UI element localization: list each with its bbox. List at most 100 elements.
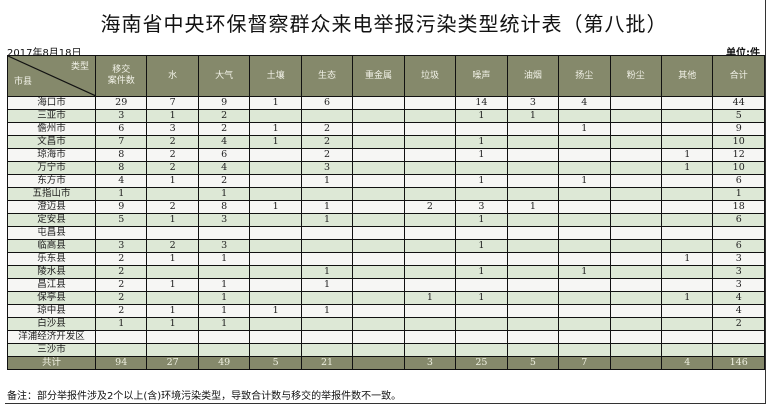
table-cell: 1 — [455, 148, 508, 162]
table-cell — [712, 226, 765, 240]
region-name: 澄迈县 — [7, 200, 96, 214]
table-cell — [403, 96, 457, 110]
table-row: 东方市 4 1 2 1 1 1 6 — [7, 174, 765, 188]
table-cell — [403, 252, 457, 266]
table-row: 琼海市 8 2 6 2 1 1 12 — [7, 148, 765, 162]
table-cell: 1 — [506, 109, 560, 123]
table-cell: 1 — [455, 109, 508, 123]
table-cell — [609, 343, 662, 357]
column-header: 重金属 — [352, 55, 405, 97]
table-cell: 8 — [94, 161, 148, 175]
table-cell — [352, 239, 405, 253]
region-name: 海口市 — [7, 96, 96, 110]
table-cell: 1 — [660, 252, 714, 266]
table-cell: 1 — [558, 122, 611, 136]
table-cell — [352, 148, 405, 162]
table-cell — [352, 343, 405, 357]
table-cell — [506, 161, 560, 175]
table-cell — [506, 330, 560, 344]
table-row: 陵水县 2 1 1 1 3 — [7, 265, 765, 279]
table-cell — [558, 226, 611, 240]
table-cell — [558, 239, 611, 253]
table-cell: 1 — [197, 317, 251, 331]
column-header: 合计 — [712, 55, 765, 97]
table-cell: 4 — [197, 135, 251, 149]
table-cell: 3 — [146, 122, 199, 136]
table-cell — [403, 278, 457, 292]
region-name: 定安县 — [7, 213, 96, 227]
region-name: 五指山市 — [7, 187, 96, 201]
column-header: 移交 案件数 — [94, 55, 148, 97]
table-row: 保亭县 2 1 1 1 1 4 — [7, 291, 765, 305]
table-row: 昌江县 2 1 1 1 3 — [7, 278, 765, 292]
table-cell: 10 — [712, 135, 765, 149]
table-cell — [249, 213, 302, 227]
table-cell — [609, 291, 662, 305]
table-cell — [455, 278, 508, 292]
table-cell: 1 — [455, 239, 508, 253]
table-cell — [506, 174, 560, 188]
table-row: 临高县 3 2 3 1 6 — [7, 239, 765, 253]
table-cell — [660, 304, 714, 318]
table-cell: 49 — [197, 356, 251, 370]
table-cell — [249, 239, 302, 253]
table-cell: 3 — [712, 252, 765, 266]
table-cell: 18 — [712, 200, 765, 214]
table-cell — [660, 96, 714, 110]
column-header: 粉尘 — [609, 55, 662, 97]
table-cell — [660, 278, 714, 292]
table-cell: 1 — [249, 122, 302, 136]
table-cell: 2 — [300, 135, 354, 149]
table-cell: 2 — [197, 174, 251, 188]
page-frame — [5, 0, 766, 404]
table-cell: 2 — [300, 122, 354, 136]
region-name: 陵水县 — [7, 265, 96, 279]
table-cell — [403, 161, 457, 175]
table-cell: 1 — [558, 265, 611, 279]
table-cell: 1 — [197, 278, 251, 292]
region-name: 琼中县 — [7, 304, 96, 318]
table-cell — [300, 226, 354, 240]
table-row: 乐东县 2 1 1 1 3 — [7, 252, 765, 266]
region-name: 东方市 — [7, 174, 96, 188]
table-row: 澄迈县 9 2 8 1 1 2 3 1 18 — [7, 200, 765, 214]
table-cell — [506, 278, 560, 292]
table-cell — [352, 252, 405, 266]
table-cell — [94, 226, 148, 240]
table-cell — [300, 317, 354, 331]
table-cell: 5 — [249, 356, 302, 370]
table-cell: 3 — [197, 239, 251, 253]
table-cell: 21 — [300, 356, 354, 370]
table-cell — [403, 226, 457, 240]
table-cell: 94 — [94, 356, 148, 370]
table-cell: 5 — [506, 356, 560, 370]
table-cell — [249, 226, 302, 240]
table-cell: 1 — [300, 265, 354, 279]
table-cell: 27 — [146, 356, 199, 370]
region-name: 白沙县 — [7, 317, 96, 331]
statistics-table: 类型 市县 移交 案件数水大气 土壤 生态 重金属 垃圾 噪声 油烟 扬尘 粉尘 其他 合计 海口市… — [7, 55, 765, 370]
table-row: 洋浦经济开发区 — [7, 330, 765, 344]
table-cell: 3 — [300, 161, 354, 175]
table-cell — [506, 317, 560, 331]
column-header: 垃圾 — [403, 55, 457, 97]
table-cell — [300, 252, 354, 266]
region-name: 万宁市 — [7, 161, 96, 175]
table-cell — [352, 122, 405, 136]
region-name: 三亚市 — [7, 109, 96, 123]
table-cell: 3 — [94, 109, 148, 123]
total-row: 共计 94 27 49 5 21 3 25 5 7 4 146 — [7, 356, 765, 370]
table-cell — [146, 226, 199, 240]
table-cell: 4 — [94, 174, 148, 188]
table-cell — [352, 161, 405, 175]
table-cell — [197, 343, 251, 357]
report-date: 2017年8月18日 — [7, 48, 82, 59]
table-cell — [403, 304, 457, 318]
table-cell — [506, 135, 560, 149]
table-cell — [609, 265, 662, 279]
table-cell: 1 — [300, 174, 354, 188]
table-cell: 44 — [712, 96, 765, 110]
table-cell — [506, 122, 560, 136]
table-cell — [455, 252, 508, 266]
table-cell — [558, 148, 611, 162]
